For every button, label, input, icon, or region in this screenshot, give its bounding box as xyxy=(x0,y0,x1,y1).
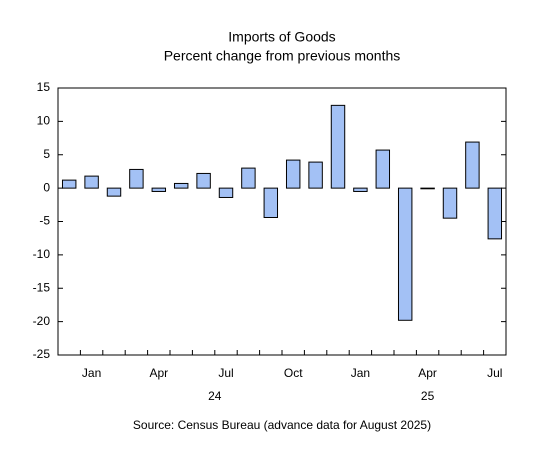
year-label: 25 xyxy=(421,389,435,403)
x-tick-label: Apr xyxy=(418,366,437,380)
y-tick-label: 15 xyxy=(37,80,51,94)
x-tick-label: Jan xyxy=(351,366,370,380)
bar xyxy=(442,187,458,219)
year-label: 24 xyxy=(208,389,222,403)
x-tick-label: Oct xyxy=(284,366,303,380)
x-tick-label: Jul xyxy=(218,366,233,380)
bar xyxy=(196,172,211,189)
bar xyxy=(84,175,99,189)
y-tick-label: -10 xyxy=(33,247,51,261)
y-tick-label: -20 xyxy=(33,314,51,328)
bar xyxy=(151,187,167,192)
x-tick-label: Jul xyxy=(487,366,502,380)
bar xyxy=(129,168,144,189)
bar xyxy=(285,159,301,189)
bar xyxy=(241,167,256,189)
bar xyxy=(420,187,435,190)
bar xyxy=(465,141,480,189)
bar xyxy=(218,187,234,198)
bar xyxy=(375,149,391,189)
bar xyxy=(397,187,413,321)
chart-subtitle: Percent change from previous months xyxy=(164,48,401,64)
y-tick-label: 0 xyxy=(43,180,50,194)
bar xyxy=(308,161,323,189)
plot-frame xyxy=(57,87,507,356)
bar xyxy=(61,179,77,189)
y-tick-label: -15 xyxy=(33,280,51,294)
bar xyxy=(487,187,503,240)
y-tick-label: -25 xyxy=(33,347,51,361)
bar xyxy=(263,187,279,218)
bar xyxy=(173,182,189,189)
y-tick-label: 5 xyxy=(43,147,50,161)
source-note: Source: Census Bureau (advance data for … xyxy=(133,418,431,432)
bar xyxy=(106,187,122,197)
y-tick-label: 10 xyxy=(37,114,51,128)
y-tick-label: -5 xyxy=(39,214,50,228)
bar xyxy=(330,104,346,189)
chart-title: Imports of Goods xyxy=(228,29,335,45)
x-tick-label: Jan xyxy=(82,366,101,380)
bar xyxy=(353,187,368,192)
x-tick-label: Apr xyxy=(149,366,168,380)
